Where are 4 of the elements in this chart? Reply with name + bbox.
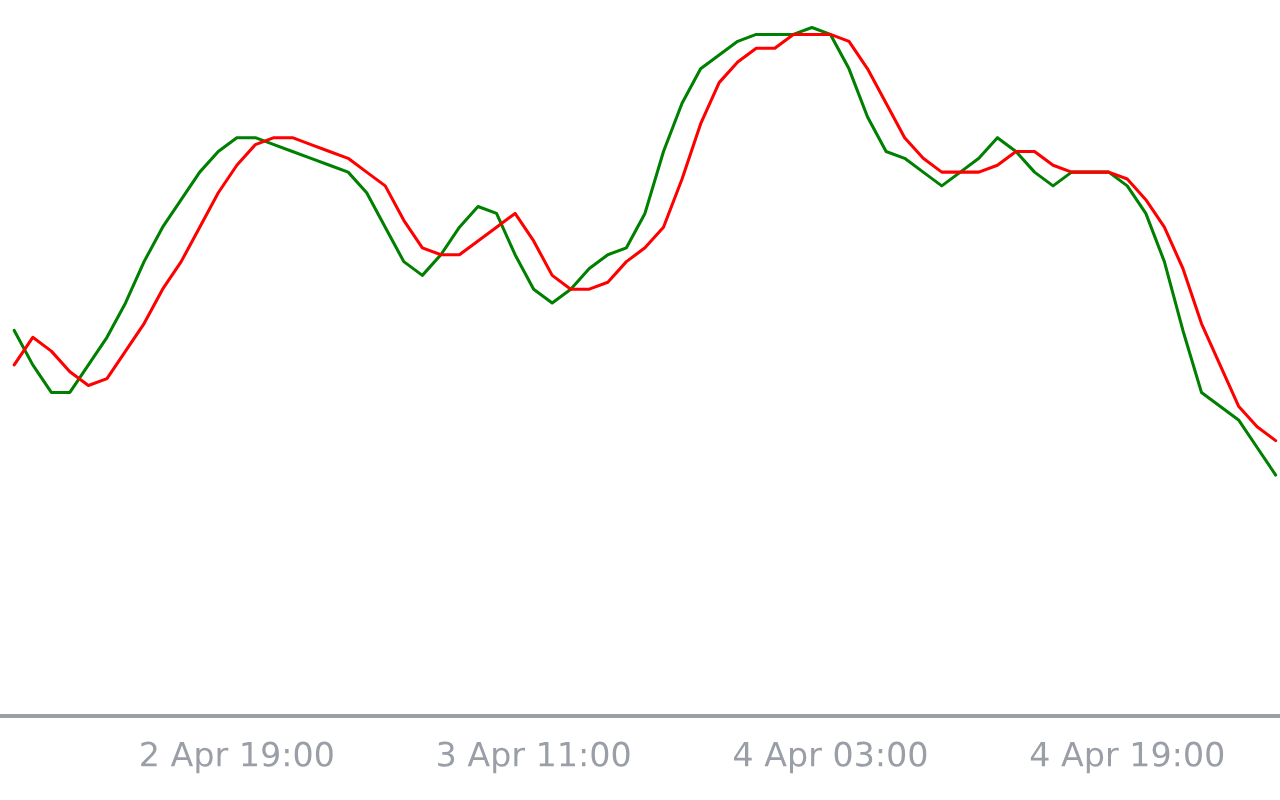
x-tick-label: 2 Apr 19:00: [141, 741, 333, 774]
x-tick-label: 4 Apr 03:00: [734, 741, 927, 774]
x-tick-label: 4 Apr 19:00: [1030, 741, 1224, 774]
x-tick-label: 3 Apr 11:00: [438, 741, 630, 774]
